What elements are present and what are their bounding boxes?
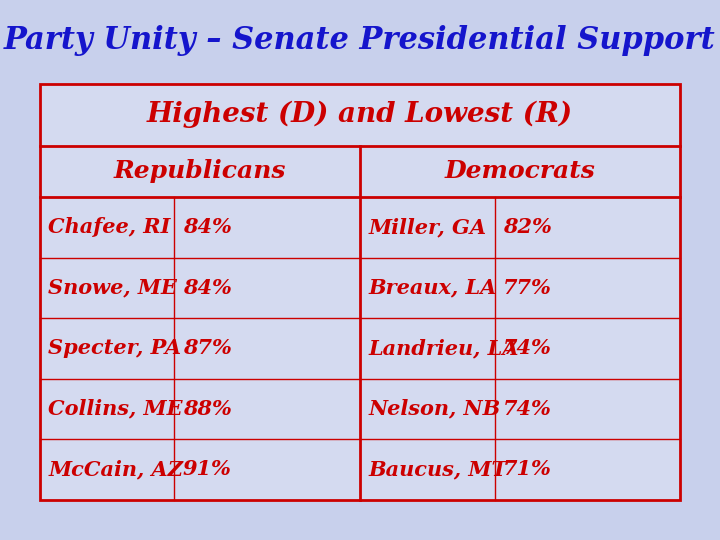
Text: 74%: 74% (503, 338, 552, 359)
Text: 82%: 82% (503, 217, 552, 238)
Text: 84%: 84% (183, 217, 232, 238)
Text: Highest (D) and Lowest (R): Highest (D) and Lowest (R) (147, 101, 573, 129)
Text: Party Unity – Senate Presidential Support: Party Unity – Senate Presidential Suppor… (4, 24, 716, 56)
Text: Chafee, RI: Chafee, RI (48, 217, 171, 238)
Text: 71%: 71% (503, 459, 552, 480)
Text: Republicans: Republicans (114, 159, 286, 184)
Text: 77%: 77% (503, 278, 552, 298)
Text: Miller, GA: Miller, GA (369, 217, 487, 238)
Text: Democrats: Democrats (445, 159, 595, 184)
Text: 88%: 88% (183, 399, 232, 419)
Bar (40, 84, 680, 500)
Text: 74%: 74% (503, 399, 552, 419)
Text: Landrieu, LA: Landrieu, LA (369, 338, 519, 359)
Text: Breaux, LA: Breaux, LA (369, 278, 497, 298)
Text: 84%: 84% (183, 278, 232, 298)
Text: 91%: 91% (183, 459, 232, 480)
Text: Snowe, ME: Snowe, ME (48, 278, 177, 298)
Text: McCain, AZ: McCain, AZ (48, 459, 183, 480)
Text: Nelson, NB: Nelson, NB (369, 399, 501, 419)
Text: 87%: 87% (183, 338, 232, 359)
Text: Collins, ME: Collins, ME (48, 399, 183, 419)
Text: Baucus, MT: Baucus, MT (369, 459, 508, 480)
Text: Specter, PA: Specter, PA (48, 338, 181, 359)
